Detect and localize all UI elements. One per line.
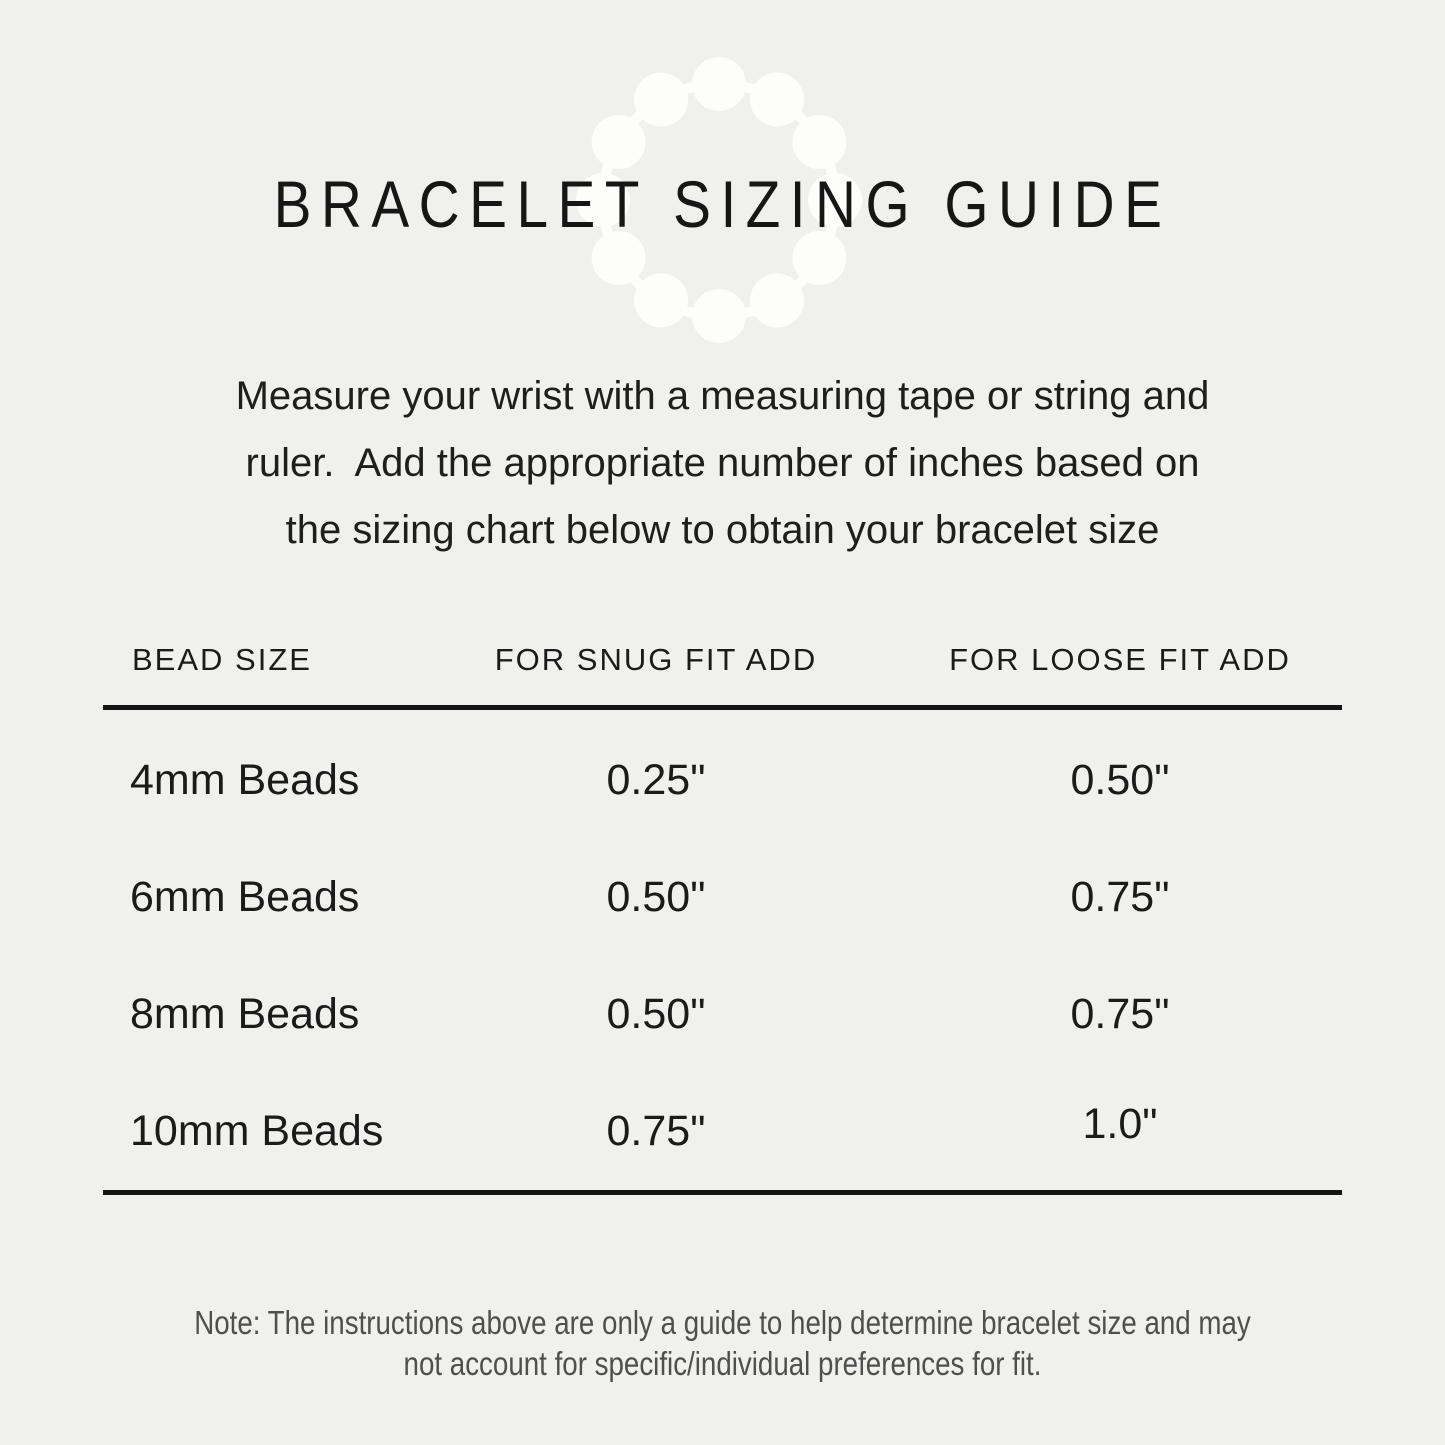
footnote: Note: The instructions above are only a … xyxy=(116,1302,1330,1384)
sizing-table-body: 4mm Beads 0.25" 0.50" 6mm Beads 0.50" 0.… xyxy=(103,710,1342,1190)
intro-paragraph: Measure your wrist with a measuring tape… xyxy=(0,363,1445,564)
loose-fit-add-cell: 0.75" xyxy=(1070,990,1170,1038)
sizing-table-header: BEAD SIZE FOR SNUG FIT ADD FOR LOOSE FIT… xyxy=(103,630,1342,705)
loose-fit-add-cell: 0.75" xyxy=(1070,873,1170,921)
footnote-line: not account for specific/individual pref… xyxy=(403,1345,1042,1382)
loose-fit-add-cell: 1.0" xyxy=(1082,1100,1158,1148)
bead-ring-icon xyxy=(576,57,862,343)
intro-line: the sizing chart below to obtain your br… xyxy=(285,508,1160,552)
column-header-loose-fit-add: FOR LOOSE FIT ADD xyxy=(949,642,1291,677)
bead-size-cell: 4mm Beads xyxy=(130,756,360,804)
bead-size-cell: 10mm Beads xyxy=(130,1107,384,1155)
snug-fit-add-cell: 0.50" xyxy=(606,990,706,1038)
snug-fit-add-cell: 0.75" xyxy=(606,1107,706,1155)
intro-line: Measure your wrist with a measuring tape… xyxy=(235,374,1210,418)
snug-fit-add-cell: 0.50" xyxy=(606,873,706,921)
page-title: BRACELET SIZING GUIDE xyxy=(273,167,1172,241)
table-row: 6mm Beads 0.50" 0.75" xyxy=(103,839,1342,956)
table-row: 8mm Beads 0.50" 0.75" xyxy=(103,956,1342,1073)
table-top-rule xyxy=(103,705,1342,710)
column-header-bead-size: BEAD SIZE xyxy=(132,642,312,677)
loose-fit-add-cell: 0.50" xyxy=(1070,756,1170,804)
intro-line: ruler. Add the appropriate number of inc… xyxy=(245,441,1200,485)
bead-size-cell: 6mm Beads xyxy=(130,873,360,921)
snug-fit-add-cell: 0.25" xyxy=(606,756,706,804)
sizing-table: BEAD SIZE FOR SNUG FIT ADD FOR LOOSE FIT… xyxy=(103,630,1342,1195)
table-bottom-rule xyxy=(103,1190,1342,1195)
footnote-line: Note: The instructions above are only a … xyxy=(194,1304,1251,1341)
bead-size-cell: 8mm Beads xyxy=(130,990,360,1038)
column-header-snug-fit-add: FOR SNUG FIT ADD xyxy=(494,642,818,677)
table-row: 10mm Beads 0.75" 1.0" xyxy=(103,1073,1342,1190)
table-row: 4mm Beads 0.25" 0.50" xyxy=(103,722,1342,839)
